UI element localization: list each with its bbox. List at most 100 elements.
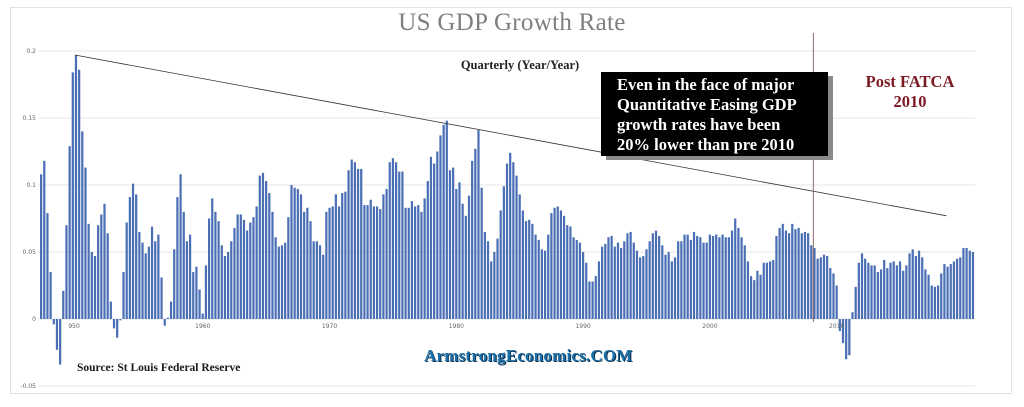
x-tick-label: 1980 xyxy=(449,323,464,330)
callout-line: Even in the face of major xyxy=(617,75,795,94)
bar xyxy=(860,253,864,319)
bar xyxy=(461,203,464,319)
bar xyxy=(670,261,673,319)
bar xyxy=(445,120,448,320)
bar xyxy=(486,241,490,319)
bar xyxy=(715,234,718,319)
bar xyxy=(933,286,937,319)
bar xyxy=(518,194,521,319)
bar xyxy=(106,233,109,319)
bar xyxy=(131,183,135,319)
bar xyxy=(597,261,601,319)
bar xyxy=(236,214,239,319)
bar xyxy=(119,319,122,321)
bar xyxy=(176,197,179,319)
bar xyxy=(841,319,845,344)
bar xyxy=(303,211,306,319)
bar xyxy=(331,206,334,319)
bar xyxy=(246,230,249,319)
bar xyxy=(553,207,556,319)
bar xyxy=(775,235,778,319)
bar xyxy=(585,262,588,319)
bar xyxy=(502,186,505,319)
bar xyxy=(854,286,857,319)
x-axis-ticks: 950 1960 1970 1980 1990 2000 2010 xyxy=(68,323,844,330)
bar xyxy=(309,221,312,319)
bar xyxy=(772,260,775,319)
bar xyxy=(242,219,246,319)
bar xyxy=(784,230,788,319)
bar xyxy=(753,280,756,319)
x-tick-label: 1960 xyxy=(195,323,210,330)
x-tick-label: 1990 xyxy=(575,323,590,330)
bar xyxy=(781,223,784,319)
bar xyxy=(150,226,154,319)
bar xyxy=(686,234,689,319)
bar xyxy=(797,227,800,319)
bar xyxy=(280,245,284,319)
bar xyxy=(265,180,268,319)
bar xyxy=(284,242,287,319)
bar xyxy=(258,175,261,319)
bar xyxy=(864,258,867,319)
bar xyxy=(261,172,265,319)
bar xyxy=(214,211,217,319)
bar xyxy=(835,285,838,319)
bar xyxy=(911,249,914,319)
bar xyxy=(109,301,112,319)
bar xyxy=(356,168,360,319)
bar xyxy=(93,256,97,319)
bar xyxy=(645,249,648,319)
bar xyxy=(740,237,743,319)
bar xyxy=(271,211,274,319)
bar xyxy=(673,257,677,319)
bar xyxy=(654,230,658,319)
bar xyxy=(921,257,924,319)
bar xyxy=(727,237,730,319)
bar xyxy=(873,265,876,319)
bar xyxy=(708,234,711,319)
bar xyxy=(648,241,651,319)
bar xyxy=(201,313,204,319)
bar xyxy=(629,231,632,319)
bar xyxy=(166,317,169,319)
bar xyxy=(417,205,420,319)
bar xyxy=(768,261,772,319)
bar xyxy=(223,256,227,319)
bar xyxy=(157,234,160,319)
bar xyxy=(128,197,131,319)
bar xyxy=(756,270,759,319)
bar xyxy=(204,265,208,319)
bar xyxy=(299,194,303,319)
bar xyxy=(483,231,486,319)
bar xyxy=(959,257,962,319)
bar xyxy=(312,241,315,319)
bar xyxy=(730,230,734,319)
callout-line: 20% lower than pre 2010 xyxy=(617,135,795,154)
bar xyxy=(179,174,182,319)
bar xyxy=(328,207,331,319)
bar xyxy=(192,272,195,319)
y-tick-label: 0.1 xyxy=(26,182,36,189)
bar xyxy=(965,247,968,319)
bar xyxy=(521,210,524,319)
bar xyxy=(207,218,211,319)
bar xyxy=(496,238,499,319)
bar xyxy=(71,72,74,319)
bar xyxy=(857,262,860,319)
bar xyxy=(420,211,423,319)
bar xyxy=(851,312,854,319)
bar xyxy=(813,247,816,319)
bar xyxy=(829,268,832,319)
bar xyxy=(537,239,540,319)
bar xyxy=(65,225,68,319)
callout-box: Even in the face of major Quantitative E… xyxy=(601,72,828,156)
bar xyxy=(505,163,509,319)
bar xyxy=(632,242,635,319)
bar xyxy=(442,124,445,319)
y-tick-label: 0.2 xyxy=(26,48,36,55)
bar xyxy=(569,226,572,319)
bar xyxy=(867,262,870,319)
bar xyxy=(325,211,328,319)
bar xyxy=(379,209,382,319)
